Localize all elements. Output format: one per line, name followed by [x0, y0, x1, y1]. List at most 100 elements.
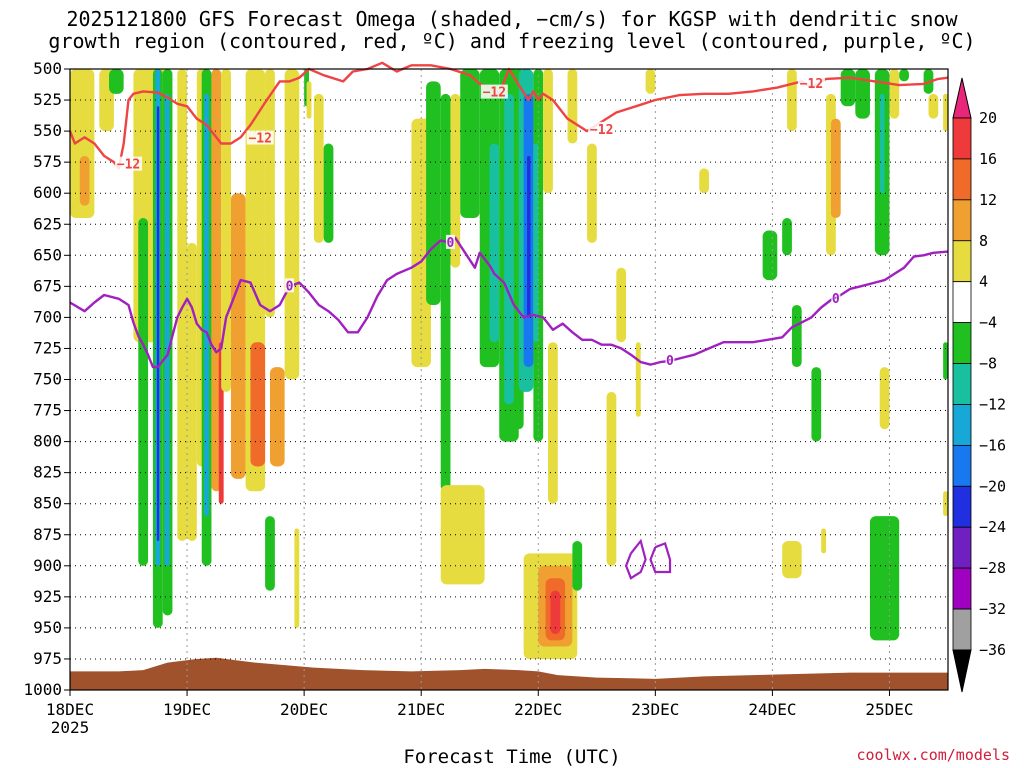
- omega-cell: [699, 168, 709, 194]
- omega-cell: [187, 242, 197, 541]
- y-tick-label: 800: [33, 432, 62, 451]
- omega-cell: [79, 155, 90, 206]
- colorbar-label: −32: [979, 600, 1006, 618]
- omega-cell: [250, 342, 266, 467]
- omega-cell: [879, 367, 890, 430]
- omega-cell: [645, 69, 656, 94]
- omega-cell: [204, 93, 210, 517]
- terrain-fill: [70, 657, 948, 690]
- colorbar-segment: [952, 281, 972, 324]
- y-tick-label: 1000: [23, 680, 62, 699]
- x-tick-label: 18DEC: [46, 700, 94, 719]
- omega-cell: [284, 69, 300, 380]
- colorbar-segment: [952, 526, 972, 569]
- omega-cell: [230, 193, 246, 479]
- colorbar-label: 16: [979, 150, 997, 168]
- omega-cell: [543, 69, 553, 194]
- omega-cell: [830, 118, 841, 219]
- contour-label: 0: [666, 354, 674, 369]
- omega-cell: [606, 391, 617, 566]
- omega-cell: [616, 267, 627, 343]
- y-tick-label: 875: [33, 525, 62, 544]
- contour-label-bg: [445, 234, 455, 249]
- y-tick-label: 650: [33, 245, 62, 264]
- omega-cell: [635, 342, 641, 417]
- omega-cell: [791, 304, 802, 368]
- contour-label-bg: [831, 290, 841, 305]
- colorbar-label: 4: [979, 273, 988, 291]
- colorbar-top-arrow: [952, 77, 972, 119]
- y-tick-label: 675: [33, 276, 62, 295]
- contour-lines: −12 −12 −12 −12 −12 0 0 0 0: [68, 61, 949, 580]
- colorbar-label: −4: [979, 314, 997, 332]
- contour-label: −12: [590, 123, 613, 138]
- contour-label: 0: [832, 292, 840, 307]
- x-axis-label: Forecast Time (UTC): [403, 746, 621, 768]
- contour-label-bg: [246, 130, 274, 145]
- omega-cell: [323, 143, 334, 243]
- y-tick-label: 950: [33, 618, 62, 637]
- contour-label: −12: [248, 132, 271, 147]
- omega-cell: [527, 155, 531, 318]
- omega-cell: [440, 93, 451, 492]
- omega-cell: [550, 590, 561, 635]
- contour-label-bg: [480, 84, 508, 99]
- axes: 500 525 550 575 600 625 650 675 700 725 750 775 800 8…: [23, 59, 949, 737]
- omega-cell: [821, 528, 827, 554]
- x-tick-sublabel: 2025: [51, 718, 90, 737]
- omega-cell: [460, 69, 480, 219]
- omega-cell: [269, 367, 285, 467]
- colorbar-segment: [952, 322, 972, 364]
- x-tick-label: 23DEC: [631, 700, 679, 719]
- x-tick-label: 19DEC: [163, 700, 211, 719]
- colorbar-segment: [952, 363, 972, 405]
- colorbar-segment: [952, 199, 972, 242]
- colorbar-segment: [952, 567, 972, 610]
- omega-cell: [265, 516, 275, 591]
- omega-cell: [840, 69, 856, 107]
- x-tick-label: 25DEC: [865, 700, 913, 719]
- colorbar-segment: [952, 485, 972, 528]
- omega-cell: [440, 485, 485, 585]
- omega-cell: [879, 93, 885, 194]
- colorbar-label: 20: [979, 109, 997, 127]
- y-tick-label: 725: [33, 338, 62, 357]
- colorbar-label: −20: [979, 477, 1006, 495]
- omega-cell: [138, 218, 149, 566]
- omega-cell: [869, 516, 900, 641]
- omega-cell: [265, 69, 275, 318]
- y-tick-label: 750: [33, 370, 62, 389]
- contour-label-bg: [588, 121, 616, 136]
- contour-label: −12: [483, 86, 506, 101]
- omega-cell: [109, 69, 124, 94]
- x-tick-label: 20DEC: [280, 700, 328, 719]
- omega-cell: [889, 69, 900, 119]
- omega-cell: [811, 367, 822, 442]
- contour-label-bg: [285, 278, 294, 293]
- omega-cell: [782, 218, 792, 256]
- colorbar-segment: [952, 404, 972, 446]
- omega-cell: [164, 93, 170, 566]
- omega-cell: [855, 69, 870, 119]
- omega-cell: [450, 93, 461, 268]
- omega-cell: [782, 540, 802, 579]
- colorbar-segment: [952, 240, 972, 283]
- contour-label-bg: [797, 75, 825, 90]
- omega-cell: [313, 93, 324, 243]
- y-tick-label: 700: [33, 307, 62, 326]
- chart-title-line1: 2025121800 GFS Forecast Omega (shaded, −…: [66, 7, 958, 31]
- colorbar-segment: [952, 444, 972, 487]
- colorbar-label: −16: [979, 436, 1006, 454]
- contour-label: −12: [800, 77, 823, 92]
- y-tick-label: 575: [33, 152, 62, 171]
- contour-label: 0: [286, 279, 294, 294]
- dendritic-growth-contour: [68, 61, 949, 170]
- omega-cell: [587, 143, 597, 243]
- omega-cell: [548, 342, 558, 504]
- colorbar-label: −28: [979, 559, 1006, 577]
- colorbar-segment: [952, 158, 972, 201]
- y-tick-label: 600: [33, 183, 62, 202]
- omega-cell: [294, 528, 300, 628]
- omega-cell: [567, 69, 578, 144]
